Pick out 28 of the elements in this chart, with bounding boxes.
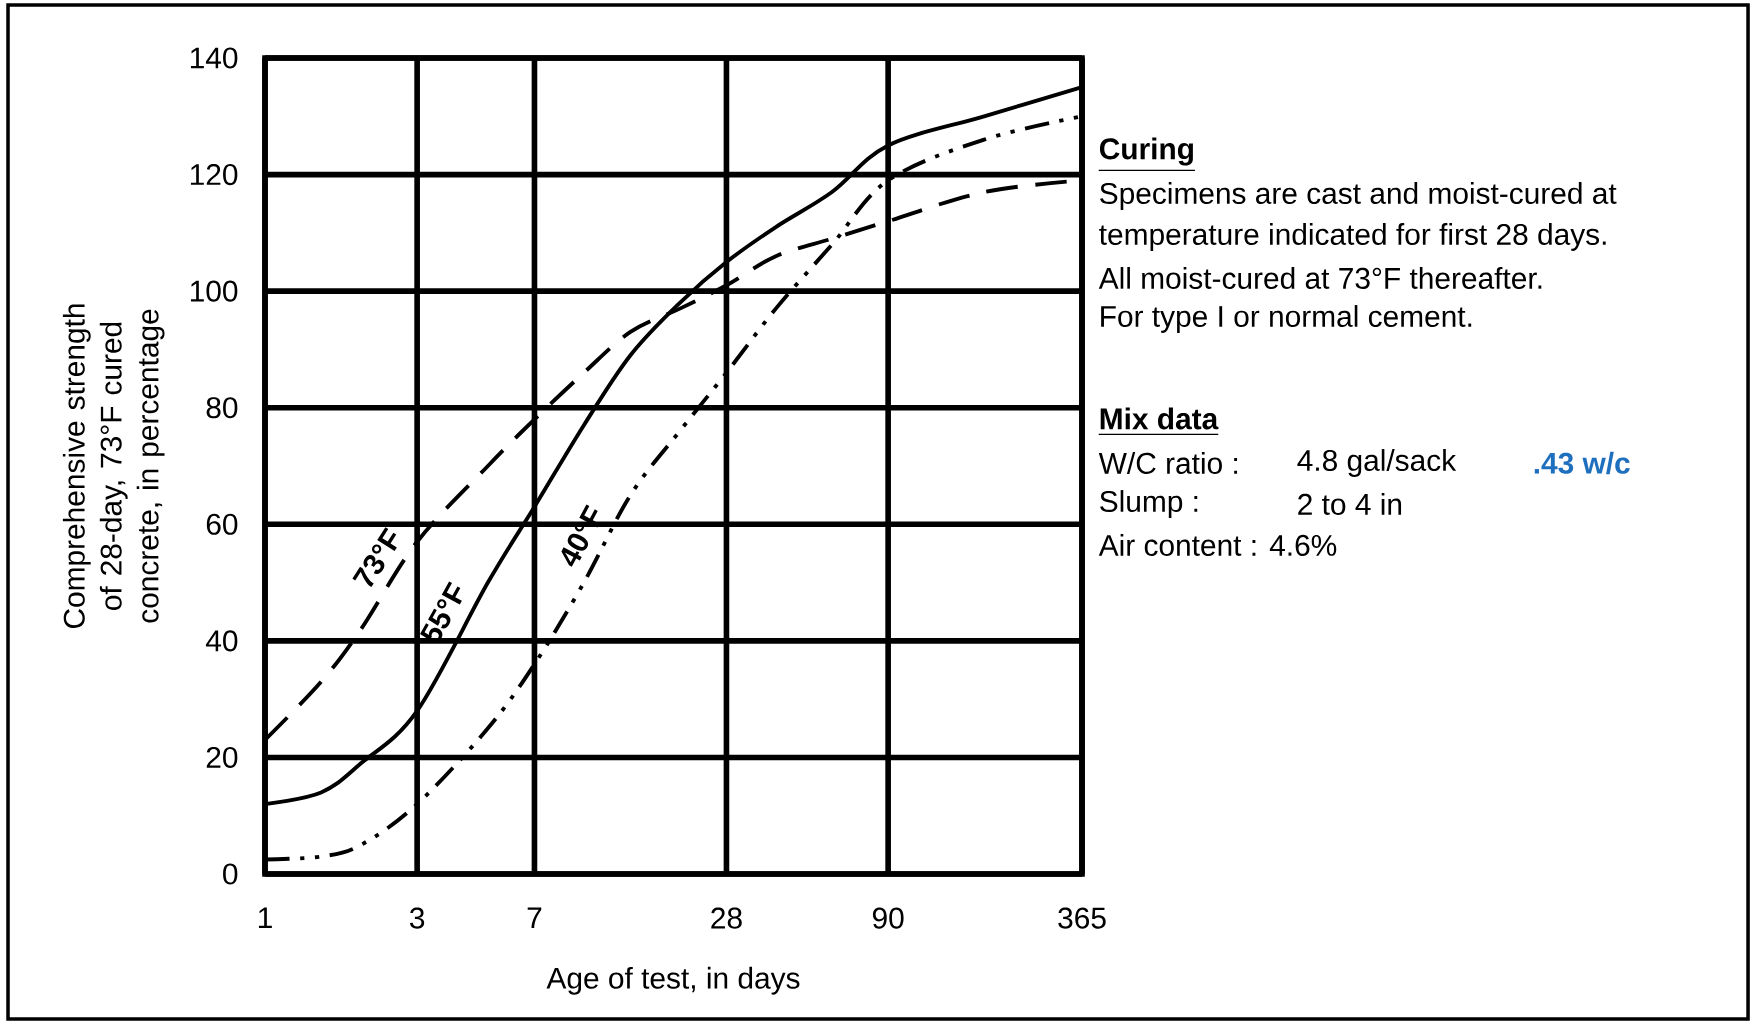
x-tick-label: 365 bbox=[1058, 907, 1106, 929]
x-axis-title: Age of test, in days bbox=[546, 966, 800, 995]
text: Specimens are cast and moist-cured at bbox=[1100, 182, 1617, 210]
y-tick-label: 140 bbox=[190, 47, 238, 69]
x-tick-label: 1 bbox=[258, 907, 272, 929]
y-tick-label: 40 bbox=[205, 630, 238, 652]
y-tick-label: 100 bbox=[190, 280, 238, 302]
text: All moist-cured at 73°F thereafter. bbox=[1098, 267, 1542, 289]
text: Air content : 4.6% bbox=[1098, 534, 1337, 556]
text: Mix data bbox=[1100, 407, 1219, 430]
y-tick-label: 20 bbox=[206, 746, 238, 768]
y-tick-label: 0 bbox=[223, 863, 238, 885]
y-tick-label: 120 bbox=[190, 164, 238, 186]
text: .43 w/c bbox=[1534, 451, 1630, 475]
x-tick-label: 3 bbox=[409, 907, 425, 929]
x-tick-label: 28 bbox=[711, 907, 742, 929]
x-tick-label: 90 bbox=[872, 907, 904, 929]
text: 2 to 4 in bbox=[1298, 493, 1402, 515]
y-tick-label: 60 bbox=[206, 513, 238, 535]
y-axis-title: Comprehensive strength of 28-day, 73°F cured concrete, in percentage bbox=[62, 304, 165, 629]
text: temperature indicated for first 28 days. bbox=[1099, 223, 1606, 251]
text: Slump : bbox=[1100, 490, 1198, 518]
text: W/C ratio : bbox=[1098, 452, 1238, 474]
text: 4.8 gal/sack bbox=[1297, 449, 1457, 477]
text: For type I or normal cement. bbox=[1101, 305, 1472, 333]
x-tick-label: 7 bbox=[527, 907, 542, 929]
y-tick-label: 80 bbox=[206, 397, 238, 419]
text: Curing bbox=[1099, 137, 1193, 166]
